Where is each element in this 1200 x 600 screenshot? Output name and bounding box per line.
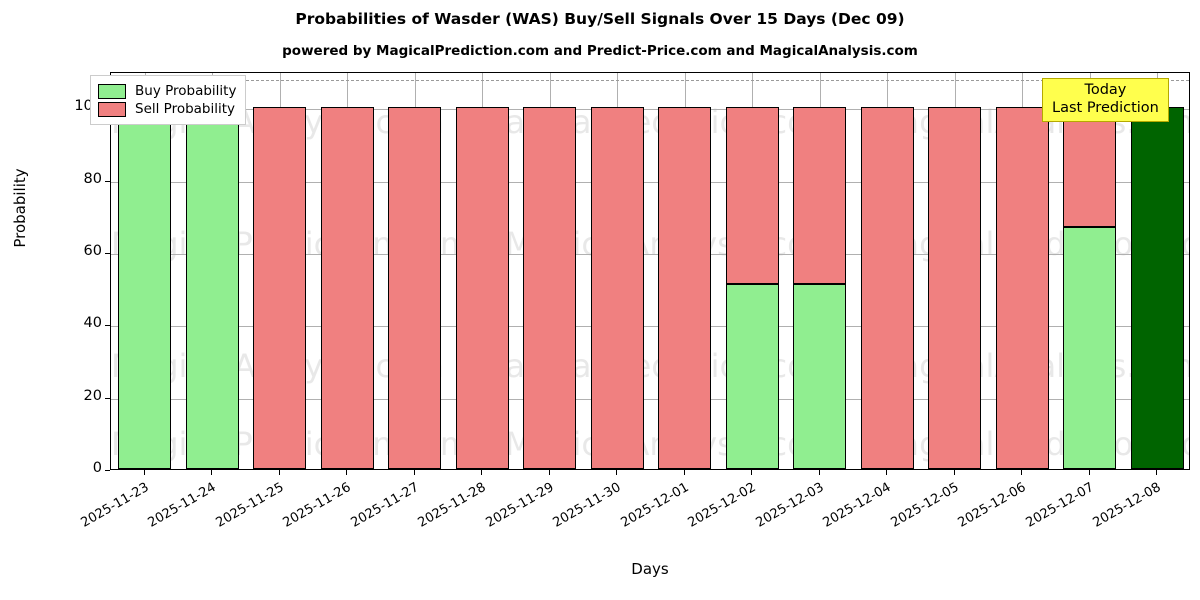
y-axis-tick-label: 80 [83, 170, 102, 187]
bar-segment-sell[interactable] [523, 107, 577, 469]
bar-segment-sell[interactable] [995, 107, 1049, 469]
y-axis-tick-label: 60 [83, 242, 102, 259]
bar-segment-sell[interactable] [860, 107, 914, 469]
gridline [111, 109, 1189, 111]
bar-segment-sell[interactable] [793, 107, 847, 285]
bar-segment-today[interactable] [1130, 107, 1184, 469]
y-axis-tick-mark [105, 470, 110, 472]
bar-group[interactable] [1130, 73, 1184, 469]
bar-group[interactable] [793, 73, 847, 469]
bar-group[interactable] [590, 73, 644, 469]
x-axis-tick-mark [751, 470, 753, 475]
bar-segment-sell[interactable] [1063, 107, 1117, 227]
bar-segment-buy[interactable] [793, 284, 847, 469]
bar-group[interactable] [320, 73, 374, 469]
y-axis-tick-mark [105, 397, 110, 399]
bar-group[interactable] [253, 73, 307, 469]
today-annotation-line2: Last Prediction [1052, 99, 1159, 116]
gridline [111, 326, 1189, 328]
bar-group[interactable] [725, 73, 779, 469]
x-axis-tick-mark [143, 470, 145, 475]
bar-group[interactable] [185, 73, 239, 469]
bar-segment-sell[interactable] [388, 107, 442, 469]
x-axis-tick-mark [953, 470, 955, 475]
gridline [111, 253, 1189, 255]
bar-segment-sell[interactable] [455, 107, 509, 469]
legend-swatch-sell [98, 101, 126, 117]
bar-segment-buy[interactable] [185, 107, 239, 469]
reference-line [111, 80, 1189, 82]
y-axis-tick-label: 20 [83, 387, 102, 404]
plot-area: MagicalAnalysis.comMagicalPrediction.com… [110, 72, 1190, 470]
bar-group[interactable] [658, 73, 712, 469]
chart-title: Probabilities of Wasder (WAS) Buy/Sell S… [295, 10, 905, 28]
chart-legend: Buy Probability Sell Probability [90, 75, 247, 125]
y-axis-tick-mark [105, 180, 110, 182]
legend-label-buy: Buy Probability [135, 83, 237, 99]
bars-layer [111, 73, 1189, 469]
legend-label-sell: Sell Probability [135, 101, 236, 117]
legend-swatch-buy [98, 83, 126, 99]
x-axis-tick-mark [346, 470, 348, 475]
bar-segment-buy[interactable] [118, 107, 172, 469]
legend-item-buy: Buy Probability [98, 83, 236, 99]
bar-group[interactable] [995, 73, 1049, 469]
y-axis-tick-mark [105, 325, 110, 327]
x-axis-tick-mark [278, 470, 280, 475]
x-axis-tick-mark [1088, 470, 1090, 475]
x-axis-tick-mark [683, 470, 685, 475]
x-axis-tick-mark [1021, 470, 1023, 475]
bar-group[interactable] [455, 73, 509, 469]
bar-segment-sell[interactable] [320, 107, 374, 469]
today-annotation: Today Last Prediction [1042, 78, 1169, 123]
gridline [111, 398, 1189, 400]
bar-group[interactable] [118, 73, 172, 469]
x-axis-tick-mark [211, 470, 213, 475]
x-axis-tick-mark [481, 470, 483, 475]
bar-segment-sell[interactable] [590, 107, 644, 469]
x-axis-tick-mark [818, 470, 820, 475]
bar-group[interactable] [523, 73, 577, 469]
x-axis-tick-mark [1156, 470, 1158, 475]
x-axis-tick-mark [548, 470, 550, 475]
bar-group[interactable] [860, 73, 914, 469]
chart-subtitle: powered by MagicalPrediction.com and Pre… [282, 43, 918, 59]
bar-group[interactable] [388, 73, 442, 469]
x-axis-tick-mark [886, 470, 888, 475]
bar-group[interactable] [1063, 73, 1117, 469]
today-annotation-line1: Today [1084, 82, 1127, 98]
x-axis-tick-mark [413, 470, 415, 475]
bar-segment-buy[interactable] [1063, 226, 1117, 469]
legend-item-sell: Sell Probability [98, 101, 236, 117]
y-axis-tick-mark [105, 252, 110, 255]
gridline [111, 181, 1189, 183]
x-axis-tick-mark [616, 470, 618, 475]
bar-segment-sell[interactable] [725, 107, 779, 285]
y-axis-tick-label: 0 [92, 460, 102, 476]
y-axis-label: Probability [11, 168, 29, 248]
bar-segment-sell[interactable] [928, 107, 982, 469]
y-axis-tick-label: 40 [83, 315, 102, 332]
bar-segment-sell[interactable] [658, 107, 712, 469]
bar-group[interactable] [928, 73, 982, 469]
bar-segment-sell[interactable] [253, 107, 307, 469]
x-axis-label: Days [631, 560, 669, 578]
bar-segment-buy[interactable] [725, 284, 779, 469]
